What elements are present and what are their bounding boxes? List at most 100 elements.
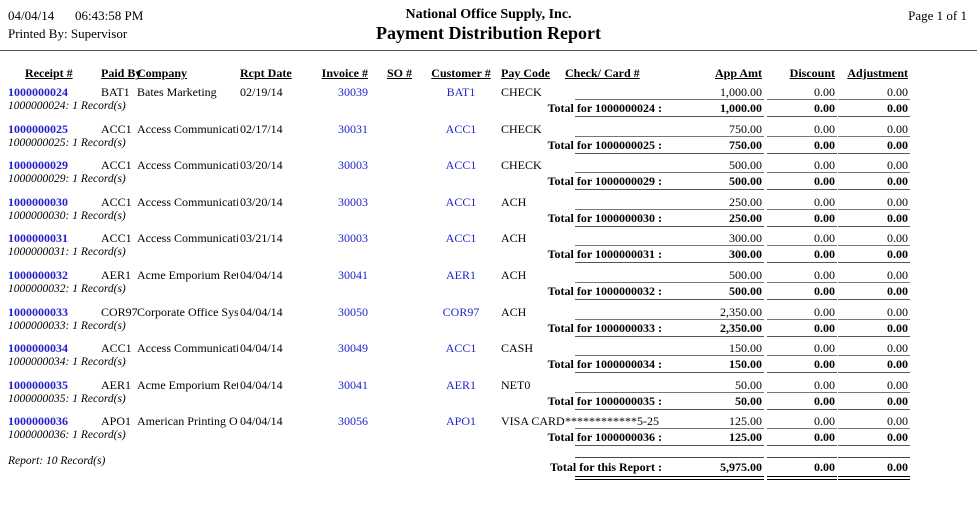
group-total-appamt: 50.00 bbox=[575, 391, 764, 410]
col-header-rcptdate: Rcpt Date bbox=[240, 66, 292, 80]
app-amt-value: 500.00 bbox=[729, 158, 762, 173]
app-amt-value: 2,350.00 bbox=[720, 304, 762, 319]
rcpt-date-value: 04/04/14 bbox=[240, 377, 283, 392]
company-value: Acme Emporium Retail bbox=[137, 267, 238, 282]
customer-number-link[interactable]: APO1 bbox=[445, 414, 476, 429]
pay-code-value: ACH bbox=[501, 267, 527, 282]
invoice-number-link[interactable]: 30003 bbox=[338, 158, 368, 173]
invoice-number-link[interactable]: 30049 bbox=[338, 341, 368, 356]
invoice-number-link[interactable]: 30031 bbox=[338, 121, 368, 136]
group-total-adjustment: 0.00 bbox=[838, 391, 910, 410]
receipt-number-link[interactable]: 1000000031 bbox=[8, 231, 68, 246]
discount-value: 0.00 bbox=[814, 377, 835, 392]
rcpt-date-value: 03/20/14 bbox=[240, 194, 283, 209]
discount-value: 0.00 bbox=[814, 194, 835, 209]
receipt-group-list: 1000000024 BAT1 Bates Marketing 02/19/14… bbox=[0, 85, 977, 451]
receipt-detail-row: 1000000033 COR97 Corporate Office System… bbox=[0, 305, 977, 320]
receipt-total-row: 1000000025: 1 Record(s) Total for 100000… bbox=[0, 135, 977, 154]
adjustment-value: 0.00 bbox=[887, 304, 908, 319]
printed-by-label: Printed By: Supervisor bbox=[8, 26, 128, 41]
app-amt-value: 750.00 bbox=[729, 121, 762, 136]
adjustment-value: 0.00 bbox=[887, 231, 908, 246]
receipt-number-link[interactable]: 1000000025 bbox=[8, 121, 68, 136]
column-header-row: Receipt # Paid By Company Rcpt Date Invo… bbox=[0, 66, 977, 84]
receipt-number-link[interactable]: 1000000024 bbox=[8, 85, 68, 99]
report-time: 06:43:58 PM bbox=[75, 8, 144, 23]
paid-by-value: ACC1 bbox=[101, 121, 132, 136]
group-total-adjustment: 0.00 bbox=[838, 208, 910, 227]
receipt-detail-row: 1000000035 AER1 Acme Emporium Retail 04/… bbox=[0, 378, 977, 393]
receipt-number-link[interactable]: 1000000030 bbox=[8, 194, 68, 209]
group-total-label: Total for 1000000024 : bbox=[547, 101, 662, 115]
invoice-number-link[interactable]: 30003 bbox=[338, 231, 368, 246]
receipt-number-link[interactable]: 1000000033 bbox=[8, 304, 68, 319]
receipt-number-link[interactable]: 1000000036 bbox=[8, 414, 68, 429]
receipt-group: 1000000031 ACC1 Access Communication 03/… bbox=[0, 231, 977, 268]
pay-code-value: ACH bbox=[501, 231, 527, 246]
receipt-number-link[interactable]: 1000000035 bbox=[8, 377, 68, 392]
record-count-line: 1000000025: 1 Record(s) bbox=[8, 136, 126, 149]
discount-value: 0.00 bbox=[814, 267, 835, 282]
group-total-label: Total for 1000000025 : bbox=[547, 137, 662, 152]
receipt-group: 1000000033 COR97 Corporate Office System… bbox=[0, 305, 977, 342]
receipt-group: 1000000025 ACC1 Access Communication 02/… bbox=[0, 122, 977, 159]
col-header-company: Company bbox=[137, 66, 188, 80]
paid-by-value: APO1 bbox=[101, 414, 132, 429]
receipt-group: 1000000030 ACC1 Access Communication 03/… bbox=[0, 195, 977, 232]
app-amt-value: 1,000.00 bbox=[720, 85, 762, 99]
discount-value: 0.00 bbox=[814, 121, 835, 136]
paid-by-value: ACC1 bbox=[101, 158, 132, 173]
receipt-group: 1000000029 ACC1 Access Communication 03/… bbox=[0, 158, 977, 195]
invoice-number-link[interactable]: 30050 bbox=[338, 304, 368, 319]
rcpt-date-value: 03/21/14 bbox=[240, 231, 283, 246]
customer-number-link[interactable]: COR97 bbox=[442, 304, 480, 319]
receipt-total-row: 1000000033: 1 Record(s) Total for 100000… bbox=[0, 318, 977, 337]
group-total-discount: 0.00 bbox=[767, 428, 837, 447]
adjustment-value: 0.00 bbox=[887, 85, 908, 99]
receipt-number-link[interactable]: 1000000034 bbox=[8, 341, 68, 356]
report-total-appamt: 5,975.00 bbox=[575, 457, 764, 480]
discount-value: 0.00 bbox=[814, 158, 835, 173]
receipt-detail-row: 1000000031 ACC1 Access Communication 03/… bbox=[0, 231, 977, 246]
paid-by-value: BAT1 bbox=[101, 85, 130, 99]
receipt-number-link[interactable]: 1000000029 bbox=[8, 158, 68, 173]
invoice-number-link[interactable]: 30041 bbox=[338, 377, 368, 392]
company-value: Acme Emporium Retail bbox=[137, 377, 238, 392]
col-header-adjustment: Adjustment bbox=[847, 66, 908, 80]
group-total-appamt: 500.00 bbox=[575, 172, 764, 191]
group-total-appamt: 2,350.00 bbox=[575, 318, 764, 337]
invoice-number-link[interactable]: 30041 bbox=[338, 267, 368, 282]
customer-number-link[interactable]: ACC1 bbox=[445, 158, 477, 173]
group-total-adjustment: 0.00 bbox=[838, 245, 910, 264]
paid-by-value: COR97 bbox=[101, 304, 138, 319]
adjustment-value: 0.00 bbox=[887, 121, 908, 136]
record-count-line: 1000000034: 1 Record(s) bbox=[8, 356, 126, 369]
group-total-appamt: 150.00 bbox=[575, 355, 764, 374]
pay-code-value: CHECK bbox=[501, 158, 542, 173]
invoice-number-link[interactable]: 30039 bbox=[338, 85, 368, 99]
rcpt-date-value: 04/04/14 bbox=[240, 414, 283, 429]
receipt-number-link[interactable]: 1000000032 bbox=[8, 267, 68, 282]
page-number-label: Page 1 of 1 bbox=[908, 8, 967, 23]
adjustment-value: 0.00 bbox=[887, 267, 908, 282]
invoice-number-link[interactable]: 30056 bbox=[338, 414, 368, 429]
customer-number-link[interactable]: AER1 bbox=[446, 377, 476, 392]
group-total-appamt: 300.00 bbox=[575, 245, 764, 264]
customer-number-link[interactable]: AER1 bbox=[446, 267, 476, 282]
group-total-discount: 0.00 bbox=[767, 99, 837, 117]
col-header-customer: Customer # bbox=[431, 66, 491, 80]
group-total-appamt: 750.00 bbox=[575, 135, 764, 154]
company-value: Access Communication bbox=[137, 121, 238, 136]
customer-number-link[interactable]: ACC1 bbox=[445, 231, 477, 246]
record-count-line: 1000000033: 1 Record(s) bbox=[8, 319, 126, 332]
invoice-number-link[interactable]: 30003 bbox=[338, 194, 368, 209]
col-header-discount: Discount bbox=[789, 66, 835, 80]
customer-number-link[interactable]: ACC1 bbox=[445, 341, 477, 356]
company-value: Access Communication bbox=[137, 194, 238, 209]
receipt-detail-row: 1000000034 ACC1 Access Communication 04/… bbox=[0, 341, 977, 356]
report-total-discount: 0.00 bbox=[767, 457, 837, 480]
adjustment-value: 0.00 bbox=[887, 341, 908, 356]
customer-number-link[interactable]: ACC1 bbox=[445, 194, 477, 209]
customer-number-link[interactable]: ACC1 bbox=[445, 121, 477, 136]
customer-number-link[interactable]: BAT1 bbox=[446, 85, 476, 99]
